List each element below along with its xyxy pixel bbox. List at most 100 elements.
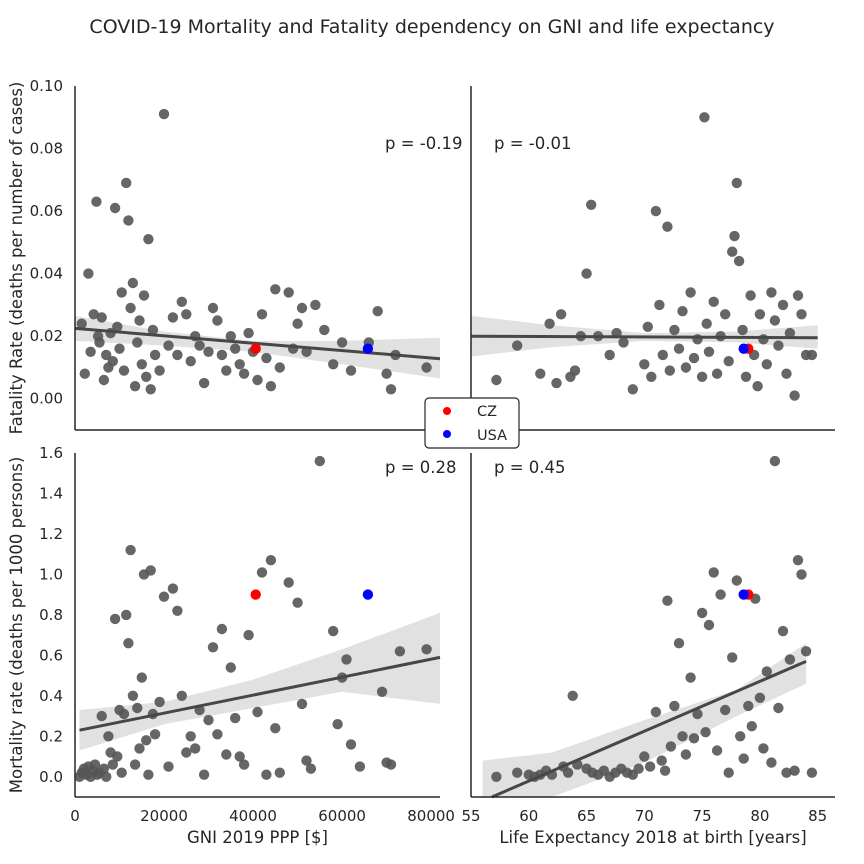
data-point <box>319 324 330 336</box>
data-point <box>677 306 688 317</box>
regression-line <box>470 334 818 340</box>
regression-line <box>491 660 807 799</box>
data-point <box>118 708 130 720</box>
legend-marker-cz <box>443 407 451 415</box>
data-point <box>715 589 726 600</box>
data-point <box>163 340 174 351</box>
data-point <box>796 309 807 320</box>
data-point <box>696 607 708 619</box>
data-point <box>711 745 723 756</box>
y-tick-label: 0.8 <box>39 606 63 624</box>
data-point <box>292 597 303 608</box>
data-point <box>341 654 352 665</box>
data-point <box>127 277 139 289</box>
data-point <box>376 686 388 697</box>
legend-marker-usa <box>443 430 451 438</box>
data-point <box>212 315 223 326</box>
y-tick-label: 0.06 <box>30 202 63 220</box>
data-point <box>123 638 134 649</box>
data-point <box>154 365 165 376</box>
data-point <box>491 374 502 386</box>
data-point <box>639 751 650 762</box>
data-point <box>172 349 183 361</box>
data-point <box>96 312 107 323</box>
data-point <box>158 591 170 602</box>
data-point <box>114 343 125 354</box>
data-point <box>116 287 127 298</box>
highlight-cz <box>250 343 261 354</box>
data-point <box>745 290 756 301</box>
data-point <box>141 371 152 382</box>
data-point <box>221 749 232 760</box>
x-tick-label: 55 <box>461 807 480 825</box>
data-point <box>163 761 174 772</box>
x-tick-label: 80000 <box>407 807 455 825</box>
data-point <box>731 575 742 586</box>
data-point <box>336 337 348 348</box>
correlation-annotation: p = -0.01 <box>494 134 571 153</box>
data-point <box>758 334 769 345</box>
data-point <box>270 284 281 295</box>
x-tick-label: 0 <box>70 807 80 825</box>
y-tick-label: 1.6 <box>39 444 63 462</box>
data-point <box>230 712 241 724</box>
y-axis-label: Fatality Rate (deaths per number of case… <box>7 82 26 435</box>
data-point <box>491 771 502 782</box>
data-point <box>669 324 680 336</box>
data-point <box>158 108 170 120</box>
data-point <box>194 340 205 351</box>
figure-title: COVID-19 Mortality and Fatality dependen… <box>89 16 774 38</box>
data-point <box>261 769 272 780</box>
data-point <box>143 769 154 780</box>
data-point <box>777 299 789 311</box>
data-point <box>659 765 671 776</box>
data-point <box>310 299 321 311</box>
data-point <box>190 743 201 754</box>
data-point <box>212 729 223 740</box>
data-point <box>633 763 644 774</box>
data-point <box>328 359 339 370</box>
data-point <box>727 652 738 663</box>
data-point <box>703 619 715 631</box>
data-point <box>101 771 112 782</box>
data-point <box>604 349 615 361</box>
y-tick-label: 0.00 <box>30 390 63 408</box>
data-point <box>746 721 757 732</box>
data-point <box>708 296 719 307</box>
data-point <box>136 359 147 370</box>
legend-label-usa: USA <box>477 428 507 444</box>
data-point <box>185 356 196 367</box>
data-point <box>283 577 294 588</box>
data-point <box>101 349 112 361</box>
data-point <box>129 381 141 392</box>
y-tick-label: 0.02 <box>30 327 63 345</box>
panel-top-right: p = -0.01 <box>470 86 835 431</box>
data-point <box>328 625 339 637</box>
x-axis-label: Life Expectancy 2018 at birth [years] <box>499 828 806 847</box>
data-point <box>112 321 123 332</box>
data-point <box>256 309 268 320</box>
data-point <box>562 767 574 778</box>
data-point <box>252 374 263 386</box>
data-point <box>789 390 800 401</box>
data-point <box>167 583 179 594</box>
data-point <box>121 177 132 189</box>
data-point <box>234 359 245 370</box>
data-point <box>138 290 150 301</box>
data-point <box>181 747 192 758</box>
data-point <box>385 384 397 395</box>
data-point <box>98 374 110 386</box>
x-tick-label: 60000 <box>318 807 366 825</box>
data-point <box>806 767 818 778</box>
data-point <box>176 690 187 701</box>
data-point <box>167 312 179 323</box>
panel-bottom-left: 0.0 0.2 0.4 0.6 0.8 1.0 1.2 1.4 1.6 0 20000 40000 60… <box>7 444 457 847</box>
data-point <box>729 230 740 242</box>
data-point <box>581 268 592 279</box>
data-point <box>567 690 578 701</box>
data-point <box>185 731 196 742</box>
legend: CZ USA <box>424 397 520 449</box>
data-point <box>650 706 662 718</box>
data-point <box>243 629 254 641</box>
